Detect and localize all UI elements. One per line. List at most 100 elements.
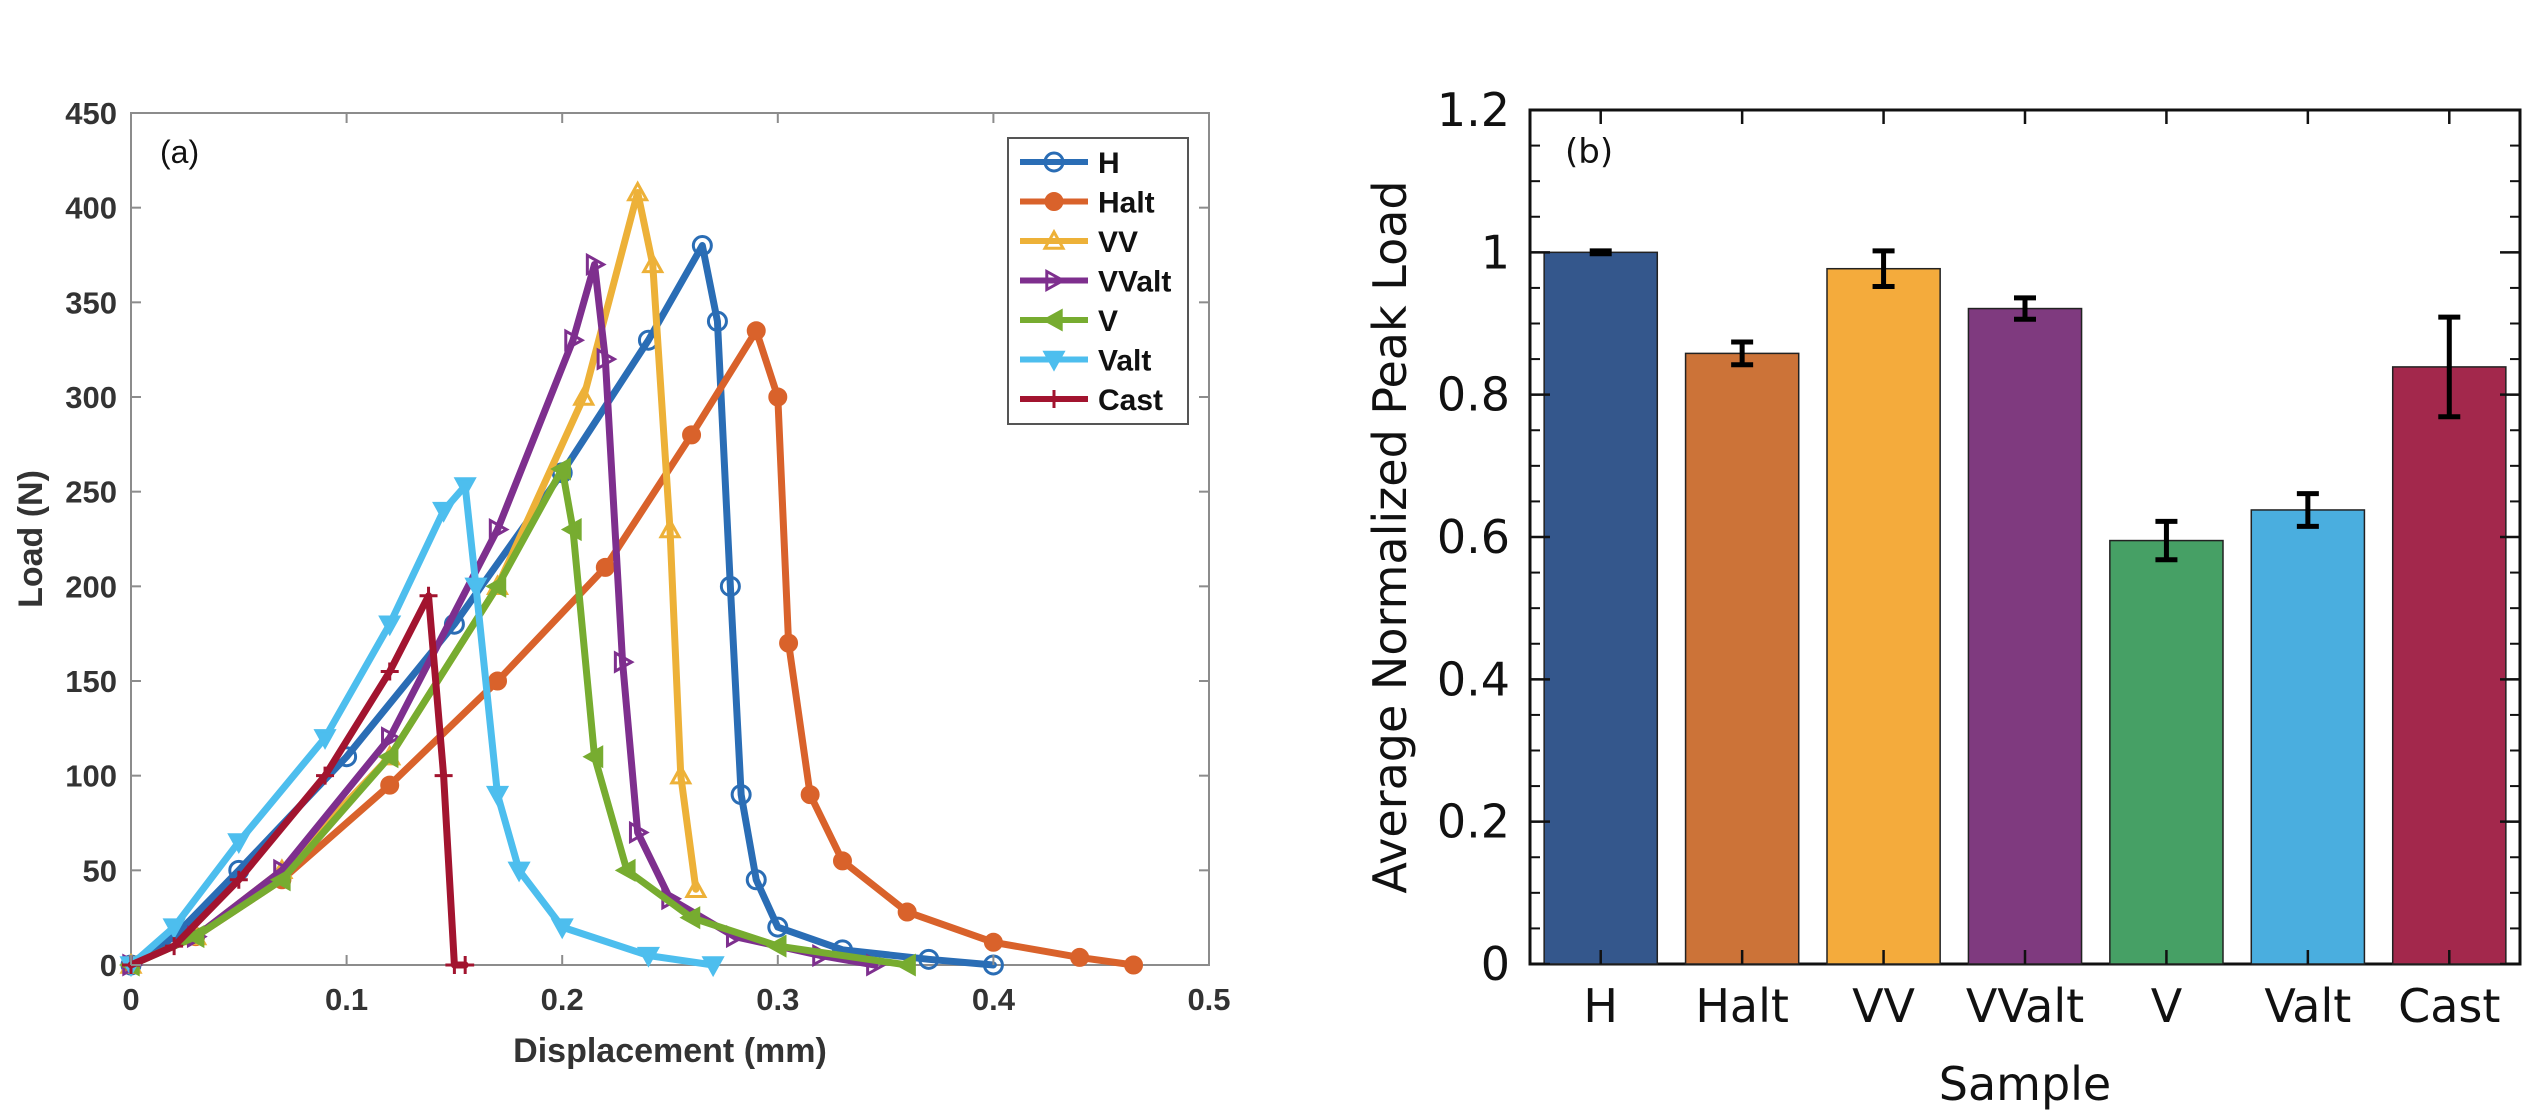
data-point <box>434 766 453 785</box>
y-tick-label: 0 <box>1481 937 1510 991</box>
series-line-vvalt <box>127 260 879 969</box>
series-v <box>118 457 916 977</box>
data-point <box>628 820 650 845</box>
x-tick-label: 0.4 <box>972 982 1016 1017</box>
y-tick-label: 0.4 <box>1437 652 1510 706</box>
x-tick-label: 0.3 <box>756 982 799 1017</box>
legend-swatch-marker <box>1042 350 1066 372</box>
series-cast <box>122 586 475 974</box>
panel-label-b: (b) <box>1565 132 1613 172</box>
data-point <box>488 671 508 691</box>
y-tick-label: 450 <box>65 96 117 131</box>
data-point <box>183 925 205 949</box>
data-point <box>682 425 702 445</box>
data-point <box>229 870 248 889</box>
error-bar-v <box>2155 518 2178 563</box>
axis-ticks-b: 0 0.2 0.4 0.6 0.8 1 1.2 <box>1437 83 2520 991</box>
data-point <box>691 235 713 257</box>
data-point <box>564 328 586 352</box>
data-point <box>800 785 820 805</box>
y-tick-label: 50 <box>83 853 117 888</box>
data-point <box>832 851 852 871</box>
legend-swatch-marker <box>1045 268 1067 293</box>
error-bar-h <box>1589 248 1612 257</box>
x-tick-label: VValt <box>1966 979 2084 1033</box>
data-point <box>918 948 940 970</box>
data-point <box>745 869 767 891</box>
legend-swatch-marker <box>1043 151 1065 173</box>
data-point <box>767 916 789 938</box>
data-point <box>614 858 636 882</box>
data-point <box>377 745 399 769</box>
data-point <box>560 517 582 542</box>
y-tick-label: 0.2 <box>1437 795 1510 849</box>
legend-swatch-marker <box>1042 228 1066 250</box>
legend-entry-vvalt: VValt <box>1020 266 1171 299</box>
bars-layer-b: H Halt VV VValt V Valt Cast <box>1543 110 2507 1033</box>
data-point <box>626 180 650 202</box>
data-point <box>613 650 635 674</box>
y-tick-label: 100 <box>65 759 117 794</box>
y-tick-label: 0 <box>100 948 117 983</box>
legend-entry-halt: Halt <box>1020 187 1155 220</box>
y-tick-label: 0.6 <box>1437 510 1510 564</box>
data-point <box>550 918 574 940</box>
data-point <box>1124 955 1144 975</box>
legend-swatch-marker <box>1045 390 1063 408</box>
x-tick-label: H <box>1583 979 1618 1033</box>
y-axis-label-b: Average Normalized Peak Load <box>1363 180 1417 893</box>
data-point <box>165 937 184 956</box>
y-tick-label: 1 <box>1481 225 1510 279</box>
data-point <box>507 861 531 883</box>
y-tick-label: 400 <box>65 191 117 226</box>
data-point <box>378 615 402 637</box>
x-axis-label-a: Displacement (mm) <box>513 1032 827 1070</box>
axis-ticks-a: 0 0.1 0.2 0.3 0.4 0.5 0 50 100 150 200 250 300 350 400… <box>65 96 1230 1017</box>
legend-entry-h: H <box>1020 147 1120 180</box>
legend-label: Halt <box>1098 187 1155 220</box>
error-bar-vv <box>1872 248 1895 289</box>
legend-label: Cast <box>1098 384 1163 417</box>
y-tick-label: 200 <box>65 569 117 604</box>
error-bar-valt <box>2296 491 2319 529</box>
data-point <box>768 387 788 407</box>
data-point <box>488 517 510 542</box>
x-tick-label: Valt <box>2264 979 2351 1033</box>
bar-vvalt <box>1967 307 2083 965</box>
data-point <box>269 868 291 892</box>
data-point <box>227 833 251 855</box>
data-point <box>706 310 728 332</box>
data-point <box>380 775 400 795</box>
error-bar-cast <box>2438 314 2461 420</box>
x-tick-label: VV <box>1852 979 1915 1033</box>
x-tick-label: 0.2 <box>541 982 584 1017</box>
panel-label-a: (a) <box>160 134 199 170</box>
data-point <box>701 956 725 978</box>
data-point <box>746 321 766 341</box>
data-point <box>380 662 399 681</box>
data-point <box>595 557 615 577</box>
data-point <box>485 785 510 807</box>
legend-swatch-marker <box>1041 308 1063 332</box>
data-point <box>641 252 665 274</box>
data-point <box>582 745 604 769</box>
series-valt <box>119 477 725 978</box>
data-point <box>381 726 402 750</box>
bar-h <box>1543 251 1659 965</box>
line-chart-panel-a: 0 0.1 0.2 0.3 0.4 0.5 0 50 100 150 200 250 300 350 400… <box>12 96 1231 1070</box>
data-point <box>572 384 596 406</box>
data-point <box>669 763 693 785</box>
series-layer-a <box>118 180 1144 978</box>
y-tick-label: 1.2 <box>1437 83 1510 137</box>
x-axis-label-b: Sample <box>1939 1057 2111 1111</box>
legend-entry-v: V <box>1020 305 1118 338</box>
data-point <box>983 932 1003 952</box>
y-tick-label: 250 <box>65 475 117 510</box>
data-point <box>779 633 799 653</box>
y-tick-label: 0.8 <box>1437 368 1510 422</box>
legend-label: VValt <box>1098 266 1171 299</box>
x-tick-label: Cast <box>2398 979 2500 1033</box>
legend-label: V <box>1098 305 1118 338</box>
bar-chart-panel-b: H Halt VV VValt V Valt Cast 00.20.40.60.811.2 … <box>1363 83 2522 1111</box>
bar-vv <box>1826 267 1941 965</box>
